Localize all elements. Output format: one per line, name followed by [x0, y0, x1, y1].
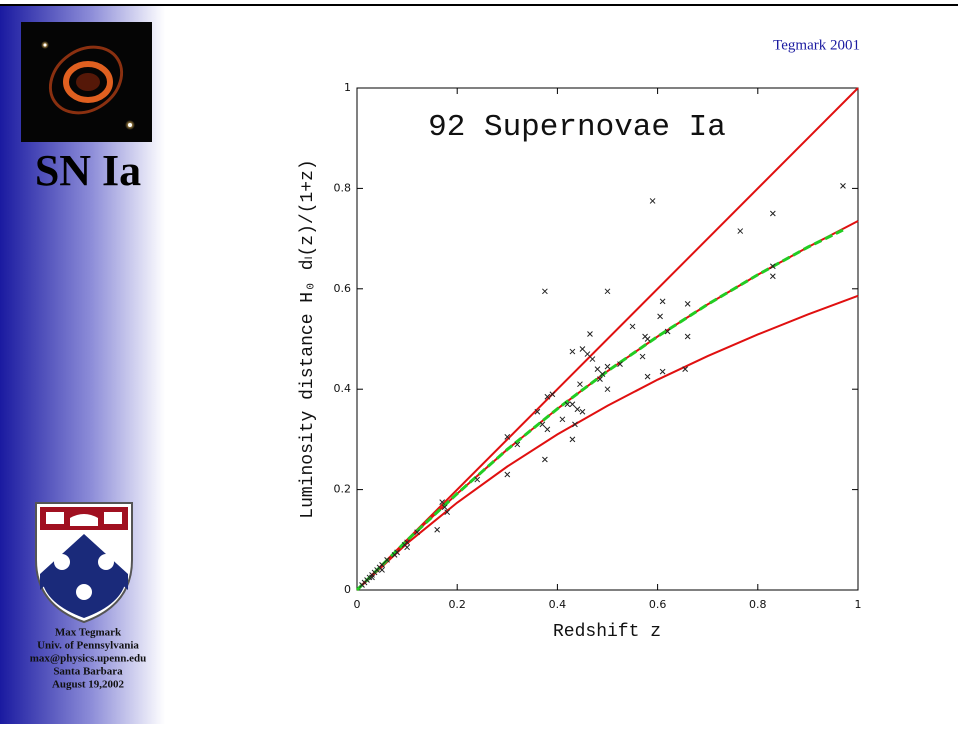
- curve: [356, 294, 859, 591]
- data-point: [579, 346, 586, 352]
- data-point: [639, 353, 646, 360]
- y-tick-label: 0: [344, 583, 351, 596]
- data-point: [589, 356, 596, 362]
- x-tick-label: 0.4: [549, 598, 567, 611]
- data-point: [682, 366, 689, 372]
- data-point: [542, 456, 548, 463]
- data-point: [574, 406, 581, 413]
- data-point: [549, 391, 556, 398]
- footer-line: max@physics.upenn.edu: [30, 653, 147, 665]
- footer-line: Max Tegmark: [55, 627, 122, 639]
- y-tick-label: 0.2: [334, 483, 352, 496]
- data-point: [504, 471, 511, 478]
- x-tick-label: 0.6: [649, 598, 667, 611]
- data-point: [577, 381, 583, 388]
- data-point: [569, 401, 576, 408]
- y-tick-label: 0.4: [334, 382, 352, 395]
- data-point: [769, 263, 776, 270]
- data-point: [584, 351, 591, 357]
- data-point: [594, 366, 601, 372]
- data-point: [414, 529, 420, 536]
- data-point: [539, 421, 546, 428]
- data-point: [534, 408, 541, 415]
- data-point: [404, 544, 410, 551]
- top-rule: [0, 4, 958, 6]
- data-point: [569, 348, 576, 355]
- curve: [355, 228, 844, 592]
- data-point: [384, 557, 390, 563]
- data-point: [504, 434, 511, 440]
- data-point: [572, 421, 578, 428]
- data-point: [769, 273, 776, 280]
- citation: Tegmark 2001: [773, 37, 860, 53]
- x-tick-label: 0.2: [448, 598, 466, 611]
- y-tick-label: 0.8: [334, 181, 352, 194]
- data-point: [439, 499, 446, 506]
- data-point: [569, 436, 576, 443]
- data-point: [649, 198, 656, 204]
- data-point: [659, 368, 666, 375]
- penn-shield: [35, 502, 133, 624]
- footer-line: Santa Barbara: [53, 666, 123, 678]
- data-point: [391, 552, 398, 558]
- data-point: [644, 336, 651, 342]
- data-point: [604, 363, 611, 370]
- data-point: [629, 323, 636, 330]
- data-point: [434, 526, 441, 533]
- data-point: [564, 401, 571, 408]
- data-point: [737, 228, 744, 234]
- data-point: [664, 328, 671, 335]
- x-tick-label: 1: [855, 598, 862, 611]
- y-tick-label: 1: [344, 81, 351, 94]
- y-tick-label: 0.6: [334, 282, 352, 295]
- data-point: [644, 373, 651, 380]
- data-point: [684, 301, 691, 307]
- x-axis-label: Redshift z: [553, 622, 661, 642]
- x-tick-label: 0.8: [749, 598, 767, 611]
- data-point: [359, 582, 365, 588]
- data-point: [684, 333, 691, 340]
- data-point: [597, 376, 603, 383]
- supernova-image: [21, 22, 152, 142]
- data-point: [444, 509, 451, 516]
- data-point: [604, 386, 611, 393]
- data-point: [441, 504, 448, 511]
- x-tick-label: 0: [354, 598, 361, 611]
- data-point: [544, 393, 551, 400]
- data-point: [840, 183, 846, 189]
- data-point: [579, 408, 586, 415]
- data-point: [379, 567, 385, 573]
- data-point: [542, 288, 548, 295]
- data-point: [769, 210, 776, 217]
- plot-frame: [356, 87, 859, 591]
- data-point: [604, 288, 611, 295]
- chart-title: 92 Supernovae Ia: [428, 110, 726, 145]
- footer-line: August 19,2002: [52, 679, 125, 691]
- data-point: [587, 331, 593, 337]
- data-point: [617, 361, 623, 367]
- data-point: [657, 313, 663, 320]
- data-point: [544, 426, 551, 433]
- data-point: [369, 574, 375, 581]
- data-point: [514, 441, 521, 448]
- heading: SN Ia: [35, 146, 141, 195]
- data-point: [474, 476, 481, 483]
- data-point: [599, 371, 606, 377]
- data-point: [559, 416, 566, 423]
- y-axis-label: Luminosity distance H₀ dₗ(z)/(1+z): [298, 159, 318, 518]
- data-point: [659, 298, 666, 305]
- curve: [356, 87, 859, 591]
- footer-line: Univ. of Pennsylvania: [37, 640, 139, 652]
